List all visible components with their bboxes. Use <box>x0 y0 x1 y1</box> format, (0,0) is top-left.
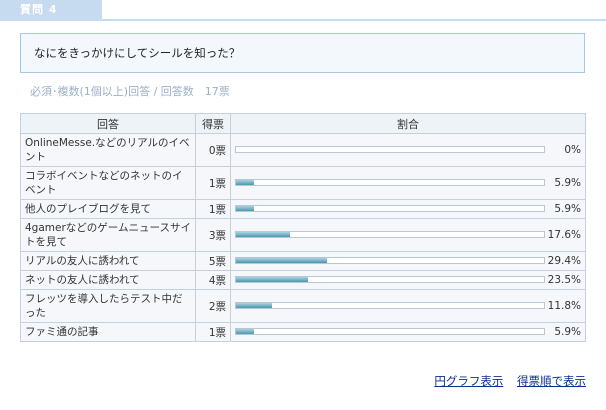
ratio-bar-track <box>235 328 545 335</box>
answer-text: OnlineMesse.などのリアルのイベント <box>20 133 196 167</box>
ratio-bar-fill <box>236 303 273 308</box>
vote-count: 3票 <box>195 218 231 252</box>
answer-text: 他人のプレイブログを見て <box>20 199 196 219</box>
vote-count: 1票 <box>195 199 231 219</box>
table-row: リアルの友人に誘われて 5票 29.4% <box>20 251 586 271</box>
tab-underline <box>0 19 606 21</box>
ratio-cell: 0% <box>230 133 586 167</box>
ratio-percent: 5.9% <box>554 326 581 338</box>
ratio-bar-fill <box>236 180 255 185</box>
table-row: フレッツを導入したらテスト中だった 2票 11.8% <box>20 289 586 323</box>
ratio-percent: 11.8% <box>547 300 581 312</box>
answer-meta: 必須･複数(1個以上)回答 / 回答数 17票 <box>30 85 230 98</box>
pie-chart-link[interactable]: 円グラフ表示 <box>434 374 504 388</box>
table-row: コラボイベントなどのネットのイベント 1票 5.9% <box>20 166 586 200</box>
vote-count: 0票 <box>195 133 231 167</box>
question-text: なにをきっかけにしてシールを知った？ <box>34 46 241 60</box>
ratio-cell: 5.9% <box>230 199 586 219</box>
ratio-bar-fill <box>236 277 309 282</box>
ratio-cell: 17.6% <box>230 218 586 252</box>
view-links: 円グラフ表示 得票順で表示 <box>424 373 586 389</box>
results-table: 回答 得票 割合 OnlineMesse.などのリアルのイベント 0票 0% コラボイ… <box>20 113 586 342</box>
ratio-bar-track <box>235 179 545 186</box>
ratio-bar-track <box>235 257 545 264</box>
table-row: ネットの友人に誘われて 4票 23.5% <box>20 270 586 290</box>
header-votes: 得票 <box>195 113 231 134</box>
table-row: 4gamerなどのゲームニュースサイトを見て 3票 17.6% <box>20 218 586 252</box>
vote-count: 1票 <box>195 322 231 342</box>
vote-count: 2票 <box>195 289 231 323</box>
header-ratio: 割合 <box>230 113 586 134</box>
ratio-bar-track <box>235 205 545 212</box>
vote-count: 4票 <box>195 270 231 290</box>
question-box: なにをきっかけにしてシールを知った？ <box>20 33 585 73</box>
ratio-bar-track <box>235 146 545 153</box>
sort-by-votes-link[interactable]: 得票順で表示 <box>517 374 586 388</box>
ratio-percent: 5.9% <box>554 177 581 189</box>
answer-text: ファミ通の記事 <box>20 322 196 342</box>
answer-text: コラボイベントなどのネットのイベント <box>20 166 196 200</box>
table-row: 他人のプレイブログを見て 1票 5.9% <box>20 199 586 219</box>
ratio-bar-fill <box>236 329 255 334</box>
table-row: ファミ通の記事 1票 5.9% <box>20 322 586 342</box>
answer-text: フレッツを導入したらテスト中だった <box>20 289 196 323</box>
table-row: OnlineMesse.などのリアルのイベント 0票 0% <box>20 133 586 167</box>
vote-count: 5票 <box>195 251 231 271</box>
vote-count: 1票 <box>195 166 231 200</box>
ratio-cell: 11.8% <box>230 289 586 323</box>
ratio-cell: 29.4% <box>230 251 586 271</box>
ratio-bar-track <box>235 302 545 309</box>
ratio-cell: 5.9% <box>230 322 586 342</box>
ratio-bar-track <box>235 231 545 238</box>
ratio-bar-fill <box>236 232 291 237</box>
ratio-percent: 23.5% <box>547 274 581 286</box>
results-header-row: 回答 得票 割合 <box>20 113 586 134</box>
answer-text: リアルの友人に誘われて <box>20 251 196 271</box>
ratio-percent: 17.6% <box>547 229 581 241</box>
ratio-bar-fill <box>236 258 327 263</box>
question-tab: 質問 4 <box>0 0 102 19</box>
ratio-bar-track <box>235 276 545 283</box>
ratio-percent: 5.9% <box>554 203 581 215</box>
header-answer: 回答 <box>20 113 196 134</box>
answer-text: 4gamerなどのゲームニュースサイトを見て <box>20 218 196 252</box>
ratio-percent: 29.4% <box>547 255 581 267</box>
ratio-percent: 0% <box>564 144 581 156</box>
answer-text: ネットの友人に誘われて <box>20 270 196 290</box>
ratio-cell: 5.9% <box>230 166 586 200</box>
ratio-bar-fill <box>236 206 255 211</box>
ratio-cell: 23.5% <box>230 270 586 290</box>
